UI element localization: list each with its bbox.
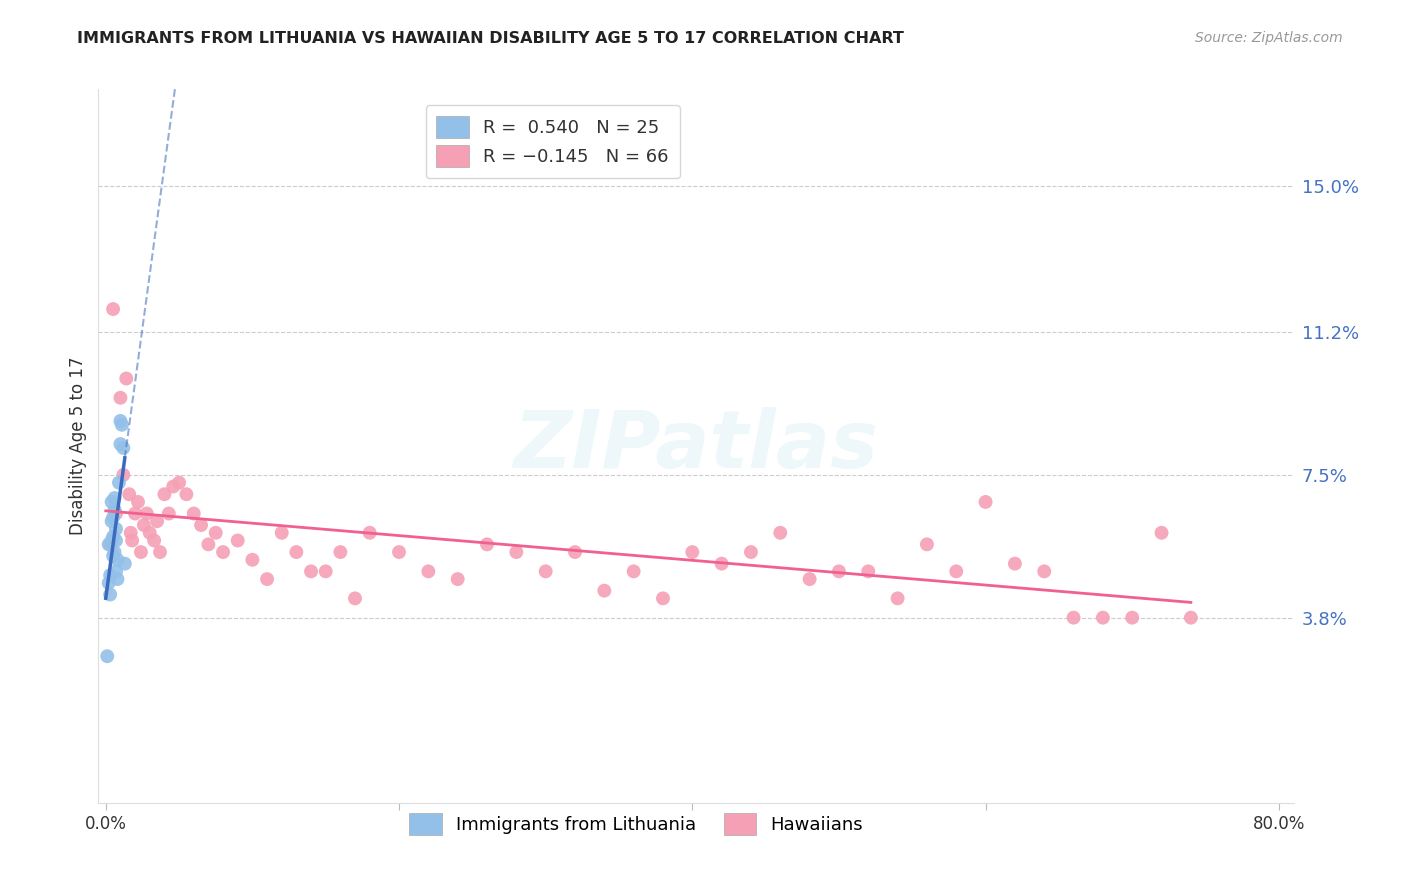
Point [103,502,125,516]
Point [1180,610,1202,624]
Point [115,371,138,385]
Point [110,391,132,405]
Point [110,437,132,451]
Point [101,510,124,524]
Point [132,518,155,533]
Point [285,545,308,559]
Point [915,537,938,551]
Point [534,565,557,579]
Point [97,576,120,591]
Point [146,514,169,528]
Point [153,487,176,501]
Point [100,495,122,509]
Point [190,518,212,533]
Point [101,301,124,316]
Point [315,565,337,579]
Point [564,545,586,559]
Y-axis label: Disability Age 5 to 17: Disability Age 5 to 17 [69,357,87,535]
Point [100,514,122,528]
Point [176,487,198,501]
Point [149,545,172,559]
Point [270,525,292,540]
Point [107,572,129,586]
Point [475,537,498,551]
Point [98,587,121,601]
Point [162,479,184,493]
Point [681,545,703,559]
Point [593,583,616,598]
Point [101,549,124,563]
Point [96,649,118,664]
Text: ZIPatlas: ZIPatlas [513,407,879,485]
Point [114,557,136,571]
Point [799,572,821,586]
Point [100,533,122,548]
Point [769,525,792,540]
Point [1150,525,1173,540]
Point [886,591,908,606]
Point [710,557,733,571]
Point [204,525,226,540]
Point [98,537,121,551]
Point [111,417,134,432]
Point [828,565,851,579]
Point [945,565,967,579]
Point [103,491,125,505]
Point [652,591,675,606]
Point [107,553,129,567]
Point [124,507,146,521]
Point [118,487,141,501]
Point [121,533,143,548]
Point [1004,557,1026,571]
Point [143,533,166,548]
Point [329,545,352,559]
Point [344,591,367,606]
Point [135,507,157,521]
Point [256,572,278,586]
Point [623,565,645,579]
Point [105,533,128,548]
Point [359,525,381,540]
Point [101,530,124,544]
Point [167,475,190,490]
Text: IMMIGRANTS FROM LITHUANIA VS HAWAIIAN DISABILITY AGE 5 TO 17 CORRELATION CHART: IMMIGRANTS FROM LITHUANIA VS HAWAIIAN DI… [77,31,904,46]
Point [299,565,322,579]
Point [112,467,135,482]
Point [1033,565,1056,579]
Point [740,545,762,559]
Point [242,553,264,567]
Point [108,475,131,490]
Point [505,545,527,559]
Point [226,533,249,548]
Point [139,525,162,540]
Legend: Immigrants from Lithuania, Hawaiians: Immigrants from Lithuania, Hawaiians [401,804,872,844]
Point [974,495,997,509]
Point [120,525,142,540]
Point [1091,610,1114,624]
Point [110,414,132,428]
Point [388,545,411,559]
Point [183,507,205,521]
Point [418,565,440,579]
Point [127,495,149,509]
Point [1063,610,1085,624]
Point [197,537,219,551]
Point [129,545,152,559]
Point [98,568,121,582]
Point [112,441,135,455]
Point [105,507,128,521]
Point [447,572,470,586]
Point [212,545,235,559]
Point [105,522,128,536]
Point [1121,610,1143,624]
Point [858,565,880,579]
Point [157,507,180,521]
Point [103,545,125,559]
Text: Source: ZipAtlas.com: Source: ZipAtlas.com [1195,31,1343,45]
Point [105,565,128,579]
Point [97,537,120,551]
